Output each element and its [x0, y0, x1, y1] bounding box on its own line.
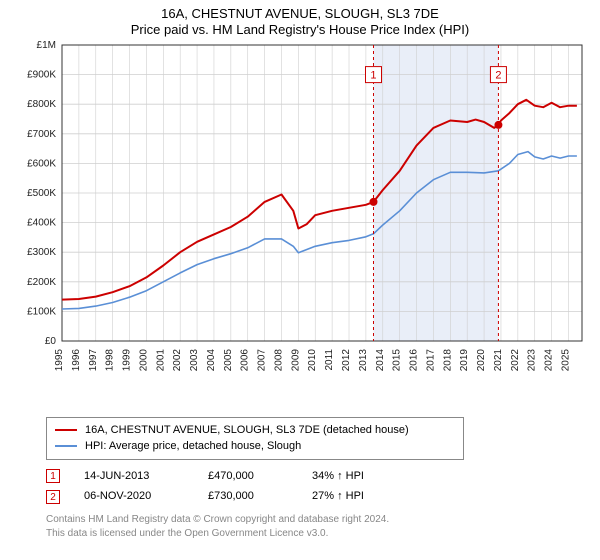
svg-text:£700K: £700K: [27, 128, 56, 139]
event-badge: 2: [46, 490, 60, 504]
title-line-2: Price paid vs. HM Land Registry's House …: [12, 22, 588, 38]
svg-text:2025: 2025: [560, 348, 571, 371]
chart-container: 16A, CHESTNUT AVENUE, SLOUGH, SL3 7DE Pr…: [0, 0, 600, 560]
event-price: £470,000: [208, 466, 288, 487]
svg-text:1997: 1997: [88, 348, 99, 371]
svg-text:1998: 1998: [105, 348, 116, 371]
svg-text:2022: 2022: [510, 348, 521, 371]
svg-text:£500K: £500K: [27, 188, 56, 199]
legend-item: HPI: Average price, detached house, Slou…: [55, 438, 455, 455]
chart-area: £0 £100K £200K £300K £400K £500K £600K £700K £80…: [12, 41, 588, 411]
event-delta: 27% ↑ HPI: [312, 486, 412, 507]
event-table: 1 14-JUN-2013 £470,000 34% ↑ HPI 2 06-NOV-202…: [46, 466, 588, 508]
svg-text:2013: 2013: [358, 348, 369, 371]
svg-text:2018: 2018: [442, 348, 453, 371]
svg-text:2010: 2010: [307, 348, 318, 371]
event-badge: 1: [46, 469, 60, 483]
svg-text:2000: 2000: [138, 348, 149, 371]
legend-item: 16A, CHESTNUT AVENUE, SLOUGH, SL3 7DE (d…: [55, 422, 455, 439]
event-delta: 34% ↑ HPI: [312, 466, 412, 487]
svg-text:£0: £0: [45, 336, 57, 347]
svg-text:2012: 2012: [341, 348, 352, 371]
svg-text:1999: 1999: [122, 348, 133, 371]
svg-text:2004: 2004: [206, 348, 217, 371]
legend: 16A, CHESTNUT AVENUE, SLOUGH, SL3 7DE (d…: [46, 417, 464, 460]
event-row: 2 06-NOV-2020 £730,000 27% ↑ HPI: [46, 486, 588, 507]
svg-text:2016: 2016: [409, 348, 420, 371]
svg-text:2007: 2007: [257, 348, 268, 371]
event-date: 14-JUN-2013: [84, 466, 184, 487]
svg-text:2015: 2015: [392, 348, 403, 371]
svg-text:£800K: £800K: [27, 99, 56, 110]
svg-text:2009: 2009: [290, 348, 301, 371]
svg-text:£600K: £600K: [27, 158, 56, 169]
svg-text:2003: 2003: [189, 348, 200, 371]
event-row: 1 14-JUN-2013 £470,000 34% ↑ HPI: [46, 466, 588, 487]
svg-text:1995: 1995: [54, 348, 65, 371]
event-date: 06-NOV-2020: [84, 486, 184, 507]
event-price: £730,000: [208, 486, 288, 507]
svg-text:2024: 2024: [544, 348, 555, 371]
footnote-line-2: This data is licensed under the Open Gov…: [46, 527, 588, 541]
chart-title: 16A, CHESTNUT AVENUE, SLOUGH, SL3 7DE Pr…: [12, 6, 588, 39]
svg-text:1: 1: [370, 69, 376, 81]
svg-text:2006: 2006: [240, 348, 251, 371]
svg-text:2008: 2008: [273, 348, 284, 371]
svg-text:£1M: £1M: [37, 41, 56, 51]
line-chart: £0 £100K £200K £300K £400K £500K £600K £700K £80…: [12, 41, 588, 411]
svg-text:£400K: £400K: [27, 217, 56, 228]
svg-text:2011: 2011: [324, 348, 335, 370]
footnote: Contains HM Land Registry data © Crown c…: [46, 513, 588, 540]
legend-label: HPI: Average price, detached house, Slou…: [85, 438, 301, 455]
svg-text:2019: 2019: [459, 348, 470, 371]
legend-label: 16A, CHESTNUT AVENUE, SLOUGH, SL3 7DE (d…: [85, 422, 409, 439]
svg-text:2001: 2001: [155, 348, 166, 371]
footnote-line-1: Contains HM Land Registry data © Crown c…: [46, 513, 588, 527]
svg-text:2002: 2002: [172, 348, 183, 371]
legend-swatch: [55, 429, 77, 431]
svg-text:2014: 2014: [375, 348, 386, 371]
svg-text:2: 2: [495, 69, 501, 81]
legend-swatch: [55, 445, 77, 447]
svg-text:2021: 2021: [493, 348, 504, 371]
svg-text:1996: 1996: [71, 348, 82, 371]
title-line-1: 16A, CHESTNUT AVENUE, SLOUGH, SL3 7DE: [12, 6, 588, 22]
svg-text:£300K: £300K: [27, 247, 56, 258]
svg-text:2023: 2023: [527, 348, 538, 371]
svg-text:£200K: £200K: [27, 276, 56, 287]
svg-text:2005: 2005: [223, 348, 234, 371]
svg-text:2017: 2017: [425, 348, 436, 371]
svg-text:2020: 2020: [476, 348, 487, 371]
svg-text:£100K: £100K: [27, 306, 56, 317]
svg-text:£900K: £900K: [27, 69, 56, 80]
